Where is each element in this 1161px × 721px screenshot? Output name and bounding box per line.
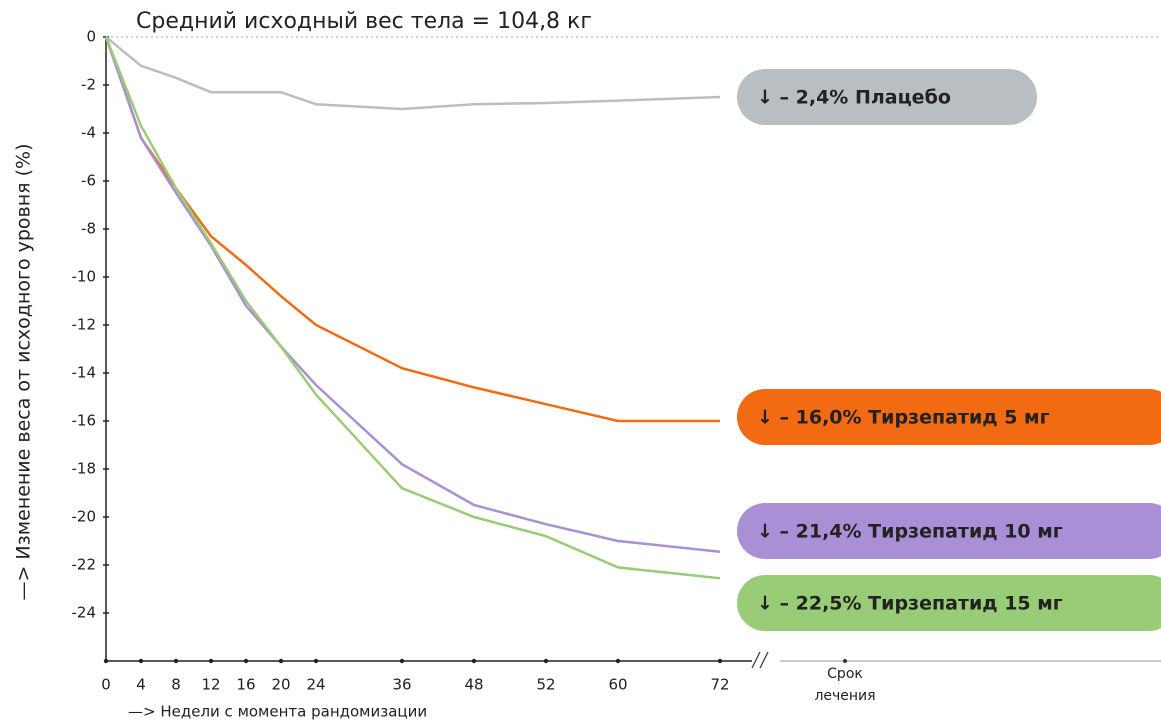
y-tick-label: -10	[72, 268, 97, 286]
x-tick	[471, 658, 477, 664]
x-tick-label: 16	[236, 676, 255, 694]
x-tick-label: 36	[392, 676, 411, 694]
x-tick	[543, 658, 549, 664]
x-tick-label: 20	[271, 676, 290, 694]
x-tick-label: 52	[536, 676, 555, 694]
x-tick-label: 12	[201, 676, 220, 694]
x-end-label-line: лечения	[814, 688, 875, 704]
legend-label: ↓ – 16,0% Тирзепатид 5 мг	[757, 407, 1050, 429]
y-tick-label: 0	[86, 28, 96, 46]
x-tick-label: 60	[608, 676, 627, 694]
legend-badge	[737, 503, 1161, 559]
y-tick-label: -14	[72, 364, 97, 382]
x-tick	[173, 658, 179, 664]
x-tick	[103, 658, 109, 664]
x-tick-label: 8	[171, 676, 181, 694]
x-tick-label: 0	[101, 676, 111, 694]
legend-badge	[737, 575, 1161, 631]
x-tick-label: 24	[306, 676, 325, 694]
legend-badge	[737, 389, 1161, 445]
y-tick-label: -4	[81, 124, 96, 142]
x-tick	[138, 658, 144, 664]
legend-label: ↓ – 2,4% Плацебо	[757, 87, 951, 109]
x-tick-label: 48	[464, 676, 483, 694]
x-tick	[615, 658, 621, 664]
y-tick-label: -6	[81, 172, 96, 190]
x-axis-label: —> Недели с момента рандомизации	[128, 703, 427, 721]
y-axis-label: —> Изменение веса от исходного уровня (%…	[13, 143, 35, 600]
x-tick	[399, 658, 405, 664]
legend-badge	[737, 69, 1037, 125]
x-tick	[313, 658, 319, 664]
x-tick	[278, 658, 284, 664]
series-line	[104, 36, 721, 580]
x-end-label-line: Срок	[827, 666, 863, 682]
legend-label: ↓ – 21,4% Тирзепатид 10 мг	[757, 521, 1063, 543]
y-tick-label: -18	[72, 460, 97, 478]
x-tick-label: 72	[710, 676, 729, 694]
legend-label: ↓ – 22,5% Тирзепатид 15 мг	[757, 593, 1063, 615]
y-tick-label: -16	[72, 412, 97, 430]
axis-break	[751, 651, 769, 669]
chart-title: Средний исходный вес тела = 104,8 кг	[136, 9, 592, 34]
series-line	[104, 36, 721, 554]
series-line	[104, 36, 720, 423]
y-tick-label: -20	[72, 508, 97, 526]
x-tick-label: 4	[136, 676, 146, 694]
x-tick	[208, 658, 214, 664]
y-tick-label: -12	[72, 316, 97, 334]
x-end-label: Срок лечения	[814, 666, 875, 704]
x-tick	[243, 658, 249, 664]
y-tick-label: -8	[81, 220, 96, 238]
y-tick-label: -22	[72, 556, 97, 574]
y-tick-label: -24	[72, 604, 97, 622]
series-line	[105, 36, 721, 111]
x-tick	[717, 658, 723, 664]
x-end-dot	[843, 659, 847, 663]
y-tick-label: -2	[81, 76, 96, 94]
